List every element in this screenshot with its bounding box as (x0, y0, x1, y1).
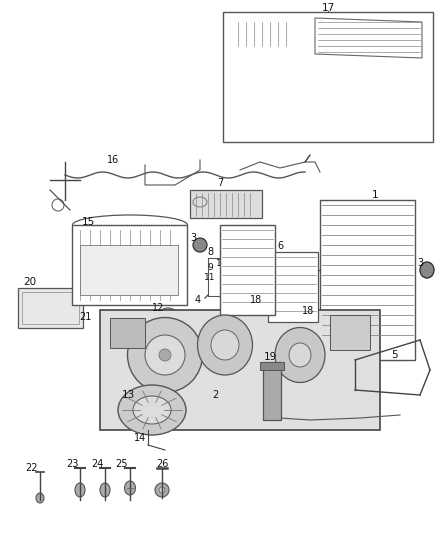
Text: 13: 13 (121, 390, 134, 400)
Ellipse shape (420, 262, 434, 278)
Text: 18: 18 (250, 295, 262, 305)
Bar (110, 318, 145, 348)
Text: 2: 2 (212, 390, 218, 400)
Text: 9: 9 (207, 263, 213, 272)
Text: 25: 25 (116, 459, 128, 469)
Text: 26: 26 (156, 459, 168, 469)
Ellipse shape (159, 349, 171, 361)
Text: 21: 21 (79, 312, 91, 322)
Ellipse shape (248, 303, 262, 312)
Bar (330, 340, 405, 360)
Text: 15: 15 (81, 217, 95, 227)
Text: 2: 2 (247, 303, 253, 313)
Ellipse shape (155, 483, 169, 497)
Ellipse shape (118, 385, 186, 435)
Text: 7: 7 (217, 178, 223, 188)
Ellipse shape (124, 481, 135, 495)
Text: 4: 4 (195, 295, 201, 305)
Bar (232, 20, 297, 48)
Text: 6: 6 (277, 241, 283, 251)
Ellipse shape (289, 313, 303, 322)
Text: 3: 3 (417, 258, 423, 268)
Ellipse shape (201, 383, 223, 393)
Ellipse shape (133, 396, 171, 424)
Text: 16: 16 (107, 155, 119, 165)
Ellipse shape (237, 290, 259, 300)
Ellipse shape (193, 238, 207, 252)
Ellipse shape (100, 483, 110, 497)
Text: 3: 3 (190, 233, 196, 243)
Text: 1: 1 (372, 190, 378, 200)
Ellipse shape (211, 330, 239, 360)
Bar (320, 200, 415, 360)
Ellipse shape (36, 493, 44, 503)
Bar (270, 100, 320, 124)
Text: 14: 14 (134, 433, 146, 443)
Bar (330, 315, 370, 350)
Text: 24: 24 (91, 459, 103, 469)
Ellipse shape (198, 315, 252, 375)
Text: 19: 19 (263, 352, 277, 362)
Text: 23: 23 (66, 459, 78, 469)
Text: 12: 12 (152, 303, 164, 313)
Ellipse shape (75, 483, 85, 497)
Bar (220, 225, 275, 315)
Text: 22: 22 (26, 463, 38, 473)
Bar (268, 252, 318, 322)
Ellipse shape (275, 327, 325, 383)
Ellipse shape (145, 335, 185, 375)
Bar (72, 225, 187, 305)
Text: 17: 17 (321, 3, 335, 13)
Text: 5: 5 (392, 350, 398, 360)
Text: 18: 18 (302, 306, 314, 316)
Bar (100, 310, 380, 430)
Bar (18, 288, 83, 328)
Text: 11: 11 (204, 273, 216, 282)
Bar (260, 362, 284, 370)
Ellipse shape (159, 487, 165, 493)
Ellipse shape (127, 318, 202, 392)
Ellipse shape (216, 280, 224, 288)
Ellipse shape (289, 343, 311, 367)
Bar (388, 98, 420, 120)
Bar (263, 362, 281, 420)
Bar (22, 292, 79, 324)
Bar (360, 65, 412, 95)
Bar (190, 190, 262, 218)
Bar (223, 12, 433, 142)
Ellipse shape (291, 263, 305, 277)
Text: 8: 8 (207, 247, 213, 257)
Bar (208, 258, 240, 296)
Ellipse shape (159, 308, 177, 322)
Text: 20: 20 (24, 277, 36, 287)
Text: 10: 10 (216, 259, 228, 268)
Bar (80, 245, 178, 295)
